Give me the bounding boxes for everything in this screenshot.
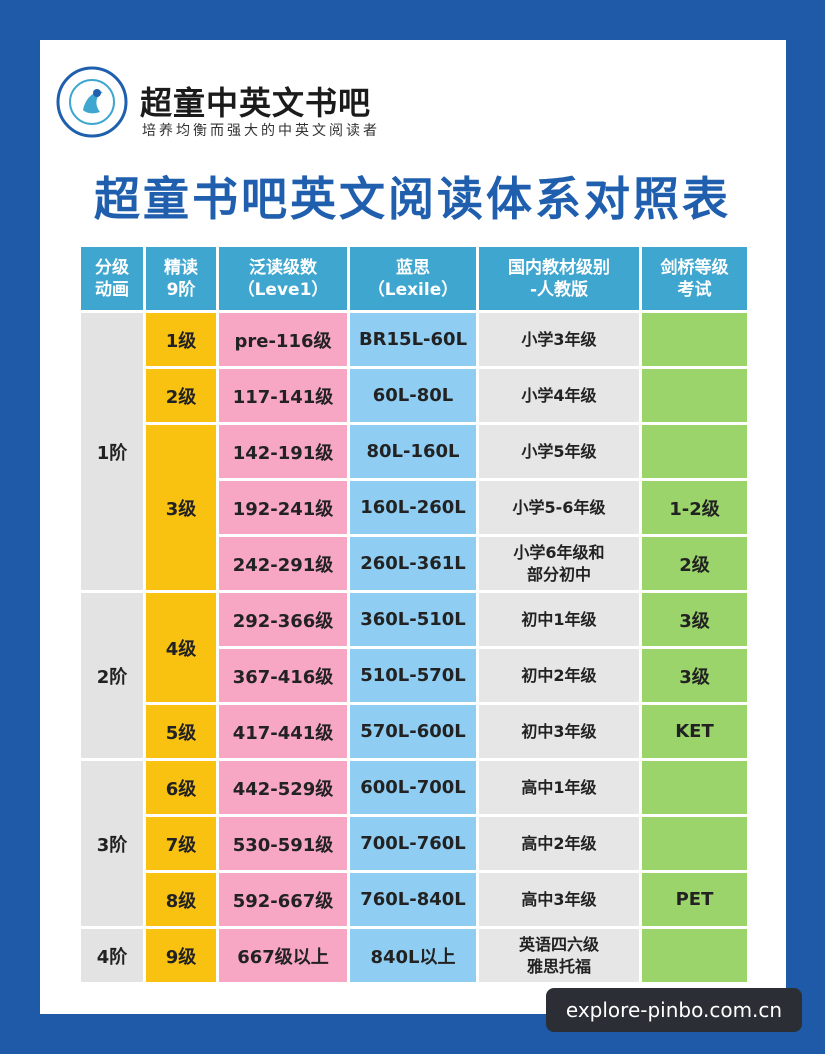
textbook-cell: 高中1年级 bbox=[479, 761, 639, 814]
cambridge-cell: 3级 bbox=[642, 649, 747, 702]
lexile-cell: 570L-600L bbox=[350, 705, 476, 758]
lexile-cell: 600L-700L bbox=[350, 761, 476, 814]
header-lexile: 蓝思 （Lexile） bbox=[350, 247, 476, 310]
extensive-cell: 367-416级 bbox=[219, 649, 347, 702]
extensive-cell: 292-366级 bbox=[219, 593, 347, 646]
lexile-cell: 700L-760L bbox=[350, 817, 476, 870]
table-row: 8级 592-667级 760L-840L 高中3年级 PET bbox=[81, 873, 747, 926]
lexile-cell: 360L-510L bbox=[350, 593, 476, 646]
stage-cell: 1阶 bbox=[81, 313, 143, 590]
textbook-cell: 初中1年级 bbox=[479, 593, 639, 646]
textbook-cell: 高中2年级 bbox=[479, 817, 639, 870]
table-row: 7级 530-591级 700L-760L 高中2年级 bbox=[81, 817, 747, 870]
textbook-cell: 初中2年级 bbox=[479, 649, 639, 702]
cambridge-cell: KET bbox=[642, 705, 747, 758]
level-cell: 1级 bbox=[146, 313, 216, 366]
table-row: 3阶 6级 442-529级 600L-700L 高中1年级 bbox=[81, 761, 747, 926]
watermark-badge: explore-pinbo.com.cn bbox=[546, 988, 802, 1032]
extensive-cell: 417-441级 bbox=[219, 705, 347, 758]
level-cell: 7级 bbox=[146, 817, 216, 870]
lexile-cell: 510L-570L bbox=[350, 649, 476, 702]
table-row: 367-416级 510L-570L 初中2年级 3级 bbox=[81, 649, 747, 702]
textbook-cell: 小学5年级 bbox=[479, 425, 639, 478]
textbook-cell: 小学5-6年级 bbox=[479, 481, 639, 534]
lexile-cell: 80L-160L bbox=[350, 425, 476, 478]
header-cambridge: 剑桥等级 考试 bbox=[642, 247, 747, 310]
stage-cell: 4阶 bbox=[81, 929, 143, 982]
lexile-cell: 840L以上 bbox=[350, 929, 476, 982]
level-cell: 5级 bbox=[146, 705, 216, 758]
extensive-cell: pre-116级 bbox=[219, 313, 347, 366]
stage-cell: 2阶 bbox=[81, 593, 143, 758]
cambridge-cell bbox=[642, 313, 747, 366]
cambridge-cell: PET bbox=[642, 873, 747, 926]
extensive-cell: 242-291级 bbox=[219, 537, 347, 590]
extensive-cell: 142-191级 bbox=[219, 425, 347, 478]
table-row: 242-291级 260L-361L 小学6年级和 部分初中 2级 bbox=[81, 537, 747, 590]
textbook-cell: 小学6年级和 部分初中 bbox=[479, 537, 639, 590]
table-row: 2级 117-141级 60L-80L 小学4年级 bbox=[81, 369, 747, 422]
logo-icon bbox=[56, 66, 128, 138]
table-row: 1阶 1级 pre-116级 BR15L-60L 小学3年级 bbox=[81, 313, 747, 590]
stage-cell: 3阶 bbox=[81, 761, 143, 926]
table-row: 2阶 4级 292-366级 360L-510L 初中1年级 3级 bbox=[81, 593, 747, 758]
cambridge-cell: 2级 bbox=[642, 537, 747, 590]
extensive-cell: 442-529级 bbox=[219, 761, 347, 814]
cambridge-cell: 1-2级 bbox=[642, 481, 747, 534]
cambridge-cell bbox=[642, 425, 747, 478]
textbook-cell: 高中3年级 bbox=[479, 873, 639, 926]
cambridge-cell: 3级 bbox=[642, 593, 747, 646]
extensive-cell: 117-141级 bbox=[219, 369, 347, 422]
extensive-cell: 592-667级 bbox=[219, 873, 347, 926]
brand-slogan: 培养均衡而强大的中英文阅读者 bbox=[142, 123, 380, 139]
textbook-cell: 初中3年级 bbox=[479, 705, 639, 758]
level-cell: 8级 bbox=[146, 873, 216, 926]
table-row: 5级 417-441级 570L-600L 初中3年级 KET bbox=[81, 705, 747, 758]
header-textbook: 国内教材级别 -人教版 bbox=[479, 247, 639, 310]
extensive-cell: 530-591级 bbox=[219, 817, 347, 870]
table-row: 3级 142-191级 80L-160L 小学5年级 bbox=[81, 425, 747, 590]
page-title: 超童书吧英文阅读体系对照表 bbox=[94, 172, 731, 226]
table-row: 192-241级 160L-260L 小学5-6年级 1-2级 bbox=[81, 481, 747, 534]
lexile-cell: BR15L-60L bbox=[350, 313, 476, 366]
extensive-cell: 667级以上 bbox=[219, 929, 347, 982]
cambridge-cell bbox=[642, 817, 747, 870]
level-cell: 3级 bbox=[146, 425, 216, 590]
extensive-cell: 192-241级 bbox=[219, 481, 347, 534]
cambridge-cell bbox=[642, 761, 747, 814]
textbook-cell: 英语四六级 雅思托福 bbox=[479, 929, 639, 982]
reading-level-table: 分级 动画 精读 9阶 泛读级数 （Leve1） 蓝思 （Lexile） 国内教… bbox=[78, 244, 750, 985]
cambridge-cell bbox=[642, 369, 747, 422]
textbook-cell: 小学3年级 bbox=[479, 313, 639, 366]
textbook-cell: 小学4年级 bbox=[479, 369, 639, 422]
table-row: 4阶 9级 667级以上 840L以上 英语四六级 雅思托福 bbox=[81, 929, 747, 982]
lexile-cell: 60L-80L bbox=[350, 369, 476, 422]
level-cell: 4级 bbox=[146, 593, 216, 702]
level-cell: 9级 bbox=[146, 929, 216, 982]
lexile-cell: 260L-361L bbox=[350, 537, 476, 590]
level-cell: 2级 bbox=[146, 369, 216, 422]
lexile-cell: 160L-260L bbox=[350, 481, 476, 534]
table-header-row: 分级 动画 精读 9阶 泛读级数 （Leve1） 蓝思 （Lexile） 国内教… bbox=[81, 247, 747, 310]
header-level: 精读 9阶 bbox=[146, 247, 216, 310]
header-extensive: 泛读级数 （Leve1） bbox=[219, 247, 347, 310]
header-stage: 分级 动画 bbox=[81, 247, 143, 310]
lexile-cell: 760L-840L bbox=[350, 873, 476, 926]
cambridge-cell bbox=[642, 929, 747, 982]
brand-title: 超童中英文书吧 bbox=[140, 84, 372, 122]
level-cell: 6级 bbox=[146, 761, 216, 814]
